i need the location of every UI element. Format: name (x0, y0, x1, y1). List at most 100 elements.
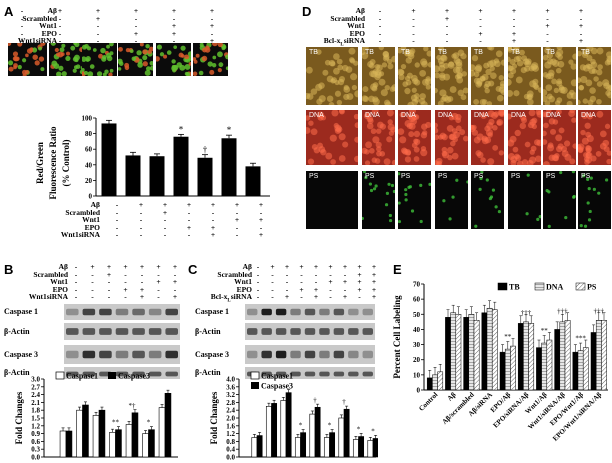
cell-dot (471, 64, 476, 72)
cell-dot (364, 149, 370, 155)
cell-dot (449, 86, 457, 94)
cell-dot (131, 56, 137, 61)
a-top-cond-value: + (133, 28, 139, 38)
cell-dot (440, 96, 446, 103)
c-cond-value: - (300, 277, 303, 286)
c-blot-label: Caspase 1 (195, 307, 230, 316)
cell-dot (571, 171, 575, 174)
cell-dot (362, 95, 368, 102)
c-cond-value: + (371, 277, 377, 286)
cell-dot (217, 68, 222, 73)
blot-band (304, 350, 316, 359)
a-top-cond-value: - (20, 13, 24, 23)
c-cond-value: + (371, 292, 377, 301)
a-top-cond-value: + (171, 6, 177, 15)
cell-dot (375, 141, 382, 148)
cell-dot (150, 65, 153, 71)
cell-dot (32, 54, 38, 60)
a-top-cond-value: + (133, 6, 139, 15)
cell-dot (451, 195, 455, 199)
cell-dot (536, 139, 541, 147)
cell-dot (586, 201, 590, 205)
c-cond-value: - (256, 269, 260, 279)
cell-dot (500, 59, 504, 66)
e-bar-dna (541, 342, 548, 391)
d-cond-value: - (378, 21, 382, 30)
panel-b-letter: B (4, 262, 14, 277)
cell-dot (582, 174, 586, 178)
b-blot-label: Caspase 3 (4, 349, 39, 359)
cell-dot (497, 110, 504, 117)
cell-dot (180, 45, 186, 51)
d-micrograph-cells (471, 110, 504, 165)
d-cond-value: - (546, 28, 549, 38)
e-y-tick-label: 50 (413, 311, 421, 319)
cell-dot (173, 45, 178, 49)
cell-dot (419, 98, 426, 105)
b-cond-value: - (107, 292, 111, 301)
b-cond-value: + (156, 277, 161, 286)
cell-dot (400, 63, 407, 70)
cell-dot (586, 54, 593, 62)
cell-dot (334, 90, 342, 97)
cell-dot (362, 171, 367, 174)
d-cond-value: - (479, 36, 482, 45)
cell-dot (543, 95, 548, 102)
c-blot-bands (247, 350, 373, 359)
cell-dot (187, 51, 191, 57)
c-legend-label-caspase3: Caspase3 (261, 382, 293, 391)
cell-dot (496, 120, 502, 126)
cell-dot (495, 50, 503, 58)
c-cond-value: - (314, 269, 318, 279)
cell-dot (336, 58, 343, 65)
e-x-tick-label: Aβ (446, 391, 458, 403)
d-cond-value: - (579, 13, 583, 23)
c-cond-label: Wnt1 (234, 277, 252, 286)
c-bar-caspase1 (265, 405, 272, 458)
cell-dot (547, 224, 551, 228)
cell-dot (456, 72, 463, 79)
cell-dot (442, 199, 446, 203)
blot-band (362, 350, 373, 359)
cell-dot (184, 71, 189, 76)
cell-dot (513, 47, 520, 54)
cell-dot (508, 65, 513, 72)
cell-dot (398, 219, 402, 224)
cell-dot (585, 151, 593, 159)
cell-dot (56, 71, 62, 76)
cell-dot (365, 141, 372, 149)
cell-dot (13, 63, 18, 68)
cell-dot (209, 69, 215, 75)
cell-dot (478, 187, 482, 191)
e-legend-swatch-tb (497, 282, 508, 291)
d-cond-value: + (444, 13, 450, 23)
cell-dot (529, 80, 537, 88)
a-top-cond-label: EPO (41, 28, 57, 38)
d-row-label: PS (309, 173, 319, 180)
blot-band (362, 371, 373, 377)
cell-dot (149, 61, 153, 66)
c-y-tick-label: 2.0 (226, 415, 235, 423)
cell-dot (442, 151, 450, 159)
a-top-cond-value: + (57, 6, 63, 15)
cell-dot (543, 139, 548, 145)
c-blot-bands (247, 308, 373, 316)
cell-dot (556, 47, 563, 50)
c-bar-caspase3 (256, 435, 263, 458)
b-y-tick-label: 0.6 (31, 438, 40, 446)
d-row-label: DNA (401, 112, 416, 119)
a-top-cond-value: + (171, 21, 177, 30)
cell-dot (570, 63, 576, 70)
b-cond-value: + (139, 284, 145, 294)
cell-dot (392, 189, 395, 194)
d-row-label: DNA (474, 112, 489, 119)
cell-dot (476, 151, 484, 159)
a-significance-mark: † (203, 145, 208, 155)
a-bot-cond-value: - (115, 200, 119, 209)
b-blot-bands (66, 308, 178, 316)
cell-dot (306, 127, 311, 134)
c-y-tick-label: 3.2 (226, 391, 235, 399)
cell-dot (65, 55, 71, 62)
cell-dot (590, 155, 597, 162)
panel-c-bar-chart: 0.00.40.81.21.62.02.42.83.23.64.0 * † * † * * C… (209, 372, 378, 462)
